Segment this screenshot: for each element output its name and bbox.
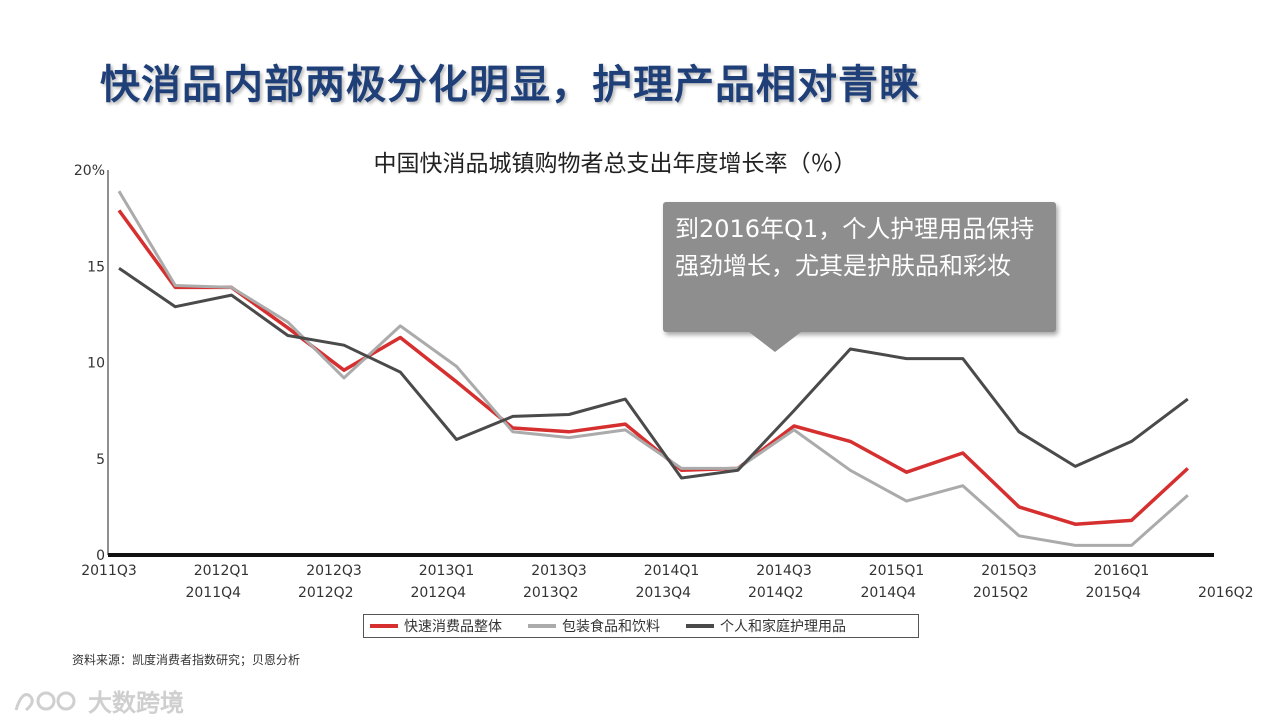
callout-box: 到2016年Q1，个人护理用品保持强劲增长，尤其是护肤品和彩妆 <box>663 202 1056 352</box>
legend-label-care: 个人和家庭护理用品 <box>720 619 846 635</box>
x-tick-label: 2012Q3 <box>306 563 362 579</box>
chart-legend: 快速消费品整体 包装食品和饮料 个人和家庭护理用品 <box>363 614 919 638</box>
legend-item-fmcg: 快速消费品整体 <box>370 616 502 636</box>
legend-label-food: 包装食品和饮料 <box>562 619 660 635</box>
legend-swatch-food <box>528 624 556 628</box>
callout-text: 到2016年Q1，个人护理用品保持强劲增长，尤其是护肤品和彩妆 <box>675 215 1035 280</box>
x-tick-label: 2015Q2 <box>973 585 1029 601</box>
watermark-text: 大数跨境 <box>88 689 184 717</box>
x-tick-label: 2012Q4 <box>410 585 466 601</box>
x-tick-label: 2015Q1 <box>869 563 925 579</box>
series-line-0 <box>117 209 1189 526</box>
y-tick-label: 0 <box>96 548 105 564</box>
legend-item-food: 包装食品和饮料 <box>528 616 660 636</box>
source-note: 资料来源：凯度消费者指数研究；贝恩分析 <box>72 653 301 667</box>
y-tick-label: 10 <box>87 356 105 372</box>
watermark-logo-icon <box>14 691 76 711</box>
legend-label-fmcg: 快速消费品整体 <box>404 619 502 635</box>
x-tick-label: 2012Q1 <box>194 563 250 579</box>
y-tick-label: 15 <box>87 259 105 275</box>
legend-swatch-fmcg <box>370 624 398 628</box>
x-tick-label: 2011Q4 <box>185 585 241 601</box>
x-tick-label: 2014Q1 <box>644 563 700 579</box>
x-tick-label: 2014Q2 <box>748 585 804 601</box>
x-tick-label: 2012Q2 <box>298 585 354 601</box>
x-tick-label: 2015Q4 <box>1085 585 1141 601</box>
slide-title: 快消品内部两极分化明显，护理产品相对青睐 <box>100 62 920 108</box>
x-tick-label: 2015Q3 <box>981 563 1037 579</box>
legend-item-care: 个人和家庭护理用品 <box>686 616 846 636</box>
series-line-1 <box>117 190 1189 547</box>
series-line-2 <box>118 266 1189 480</box>
x-tick-label: 2016Q1 <box>1094 563 1150 579</box>
x-tick-label: 2011Q3 <box>81 563 137 579</box>
x-tick-label: 2014Q4 <box>860 585 916 601</box>
x-tick-label: 2016Q2 <box>1198 585 1254 601</box>
x-tick-label: 2014Q3 <box>756 563 812 579</box>
x-tick-label: 2013Q1 <box>419 563 475 579</box>
watermark: 大数跨境 <box>12 683 184 718</box>
x-tick-label: 2013Q2 <box>523 585 579 601</box>
chart-title: 中国快消品城镇购物者总支出年度增长率（％） <box>373 151 857 177</box>
x-tick-label: 2013Q4 <box>635 585 691 601</box>
y-tick-label: 5 <box>96 452 105 468</box>
x-tick-label: 2013Q3 <box>531 563 587 579</box>
y-tick-label: 20% <box>74 163 105 179</box>
legend-swatch-care <box>686 624 714 628</box>
